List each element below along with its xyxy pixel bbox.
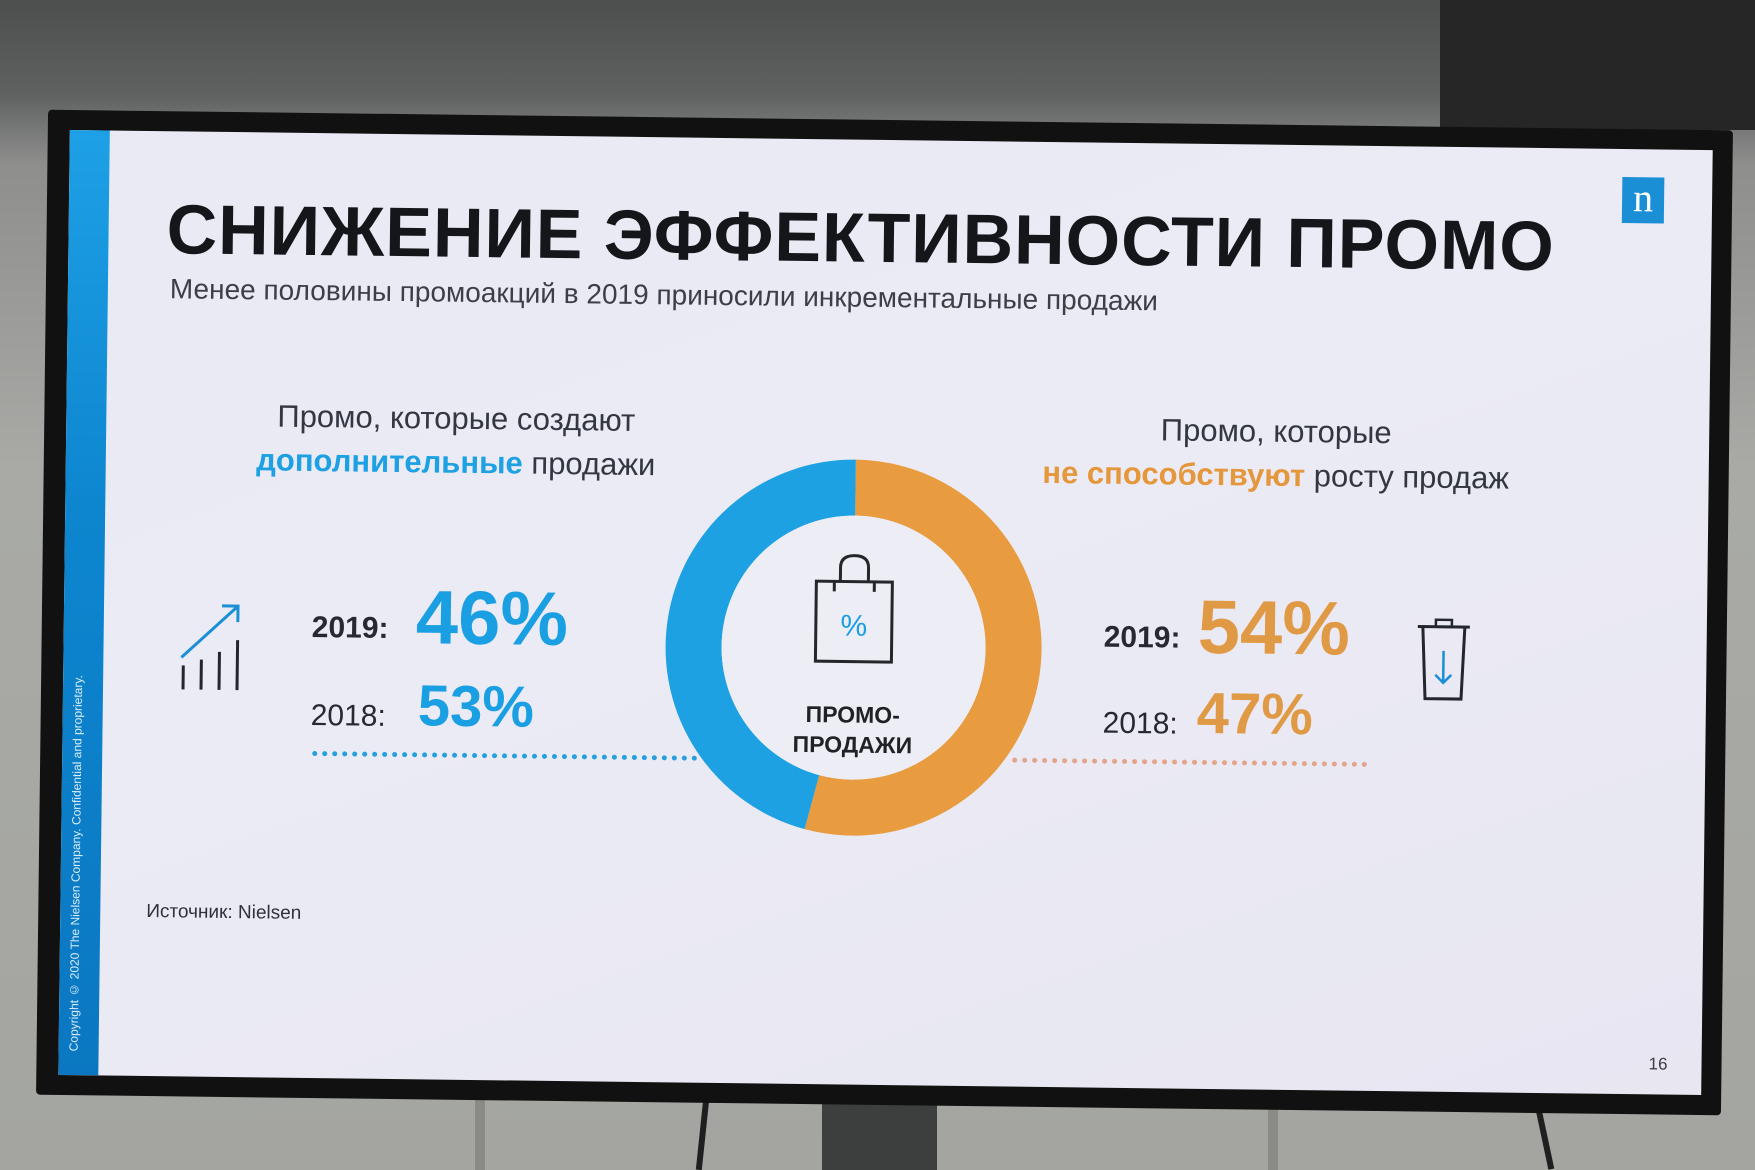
shopping-bag-icon: %	[813, 554, 894, 664]
donut-label-line2: ПРОДАЖИ	[792, 730, 913, 759]
right-heading-line2: не способствуют росту продаж	[995, 450, 1555, 501]
left-heading-highlight: дополнительные	[256, 442, 524, 481]
left-year-2019: 2019:	[311, 611, 389, 645]
copyright-notice: Copyright © 2020 The Nielsen Company. Co…	[66, 674, 86, 1052]
left-year-2018: 2018:	[310, 698, 386, 733]
promo-donut-chart	[665, 459, 1042, 836]
right-year-2019: 2019:	[1103, 620, 1181, 655]
right-heading: Промо, которые не способствуют росту про…	[995, 406, 1556, 501]
slide-subtitle: Менее половины промоакций в 2019 приноси…	[169, 273, 1159, 317]
right-heading-line1: Промо, которые	[1160, 412, 1392, 451]
background-pole	[1268, 1090, 1278, 1170]
right-year-2018: 2018:	[1102, 706, 1178, 741]
right-heading-highlight: не способствуют	[1042, 454, 1306, 494]
donut-segment-non-incremental	[804, 459, 1042, 836]
donut-segment-incremental	[665, 459, 856, 830]
nielsen-logo: n	[1621, 175, 1665, 224]
left-value-2019: 46%	[415, 575, 569, 663]
background-wall	[1440, 0, 1755, 130]
left-dotted-line	[312, 751, 698, 761]
bag-percent-symbol: %	[840, 609, 867, 642]
left-heading-rest: продажи	[522, 445, 656, 483]
slide-sidebar: Copyright © 2020 The Nielsen Company. Co…	[58, 130, 110, 1076]
page-number: 16	[1648, 1054, 1668, 1074]
source-note: Источник: Nielsen	[146, 901, 302, 924]
presentation-slide: Copyright © 2020 The Nielsen Company. Co…	[58, 130, 1713, 1096]
right-value-2019: 54%	[1197, 584, 1351, 672]
left-heading-line1: Промо, которые создают	[277, 398, 636, 438]
slide-title: СНИЖЕНИЕ ЭФФЕКТИВНОСТИ ПРОМО	[166, 190, 1556, 286]
left-value-2018: 53%	[417, 673, 535, 740]
left-heading-line2: дополнительные продажи	[196, 438, 716, 488]
right-value-2018: 47%	[1196, 680, 1314, 748]
donut-label-line1: ПРОМО-	[805, 701, 900, 729]
trash-down-icon	[1417, 618, 1470, 701]
background-pole	[475, 1090, 485, 1170]
growth-chart-icon	[180, 604, 240, 691]
tv-monitor: Copyright © 2020 The Nielsen Company. Co…	[36, 109, 1733, 1116]
right-dotted-line	[1012, 757, 1368, 767]
donut-hole	[721, 515, 986, 780]
left-heading: Промо, которые создают дополнительные пр…	[196, 394, 717, 488]
donut-center-label: ПРОМО- ПРОДАЖИ	[752, 698, 953, 760]
right-heading-rest: росту продаж	[1304, 458, 1510, 496]
